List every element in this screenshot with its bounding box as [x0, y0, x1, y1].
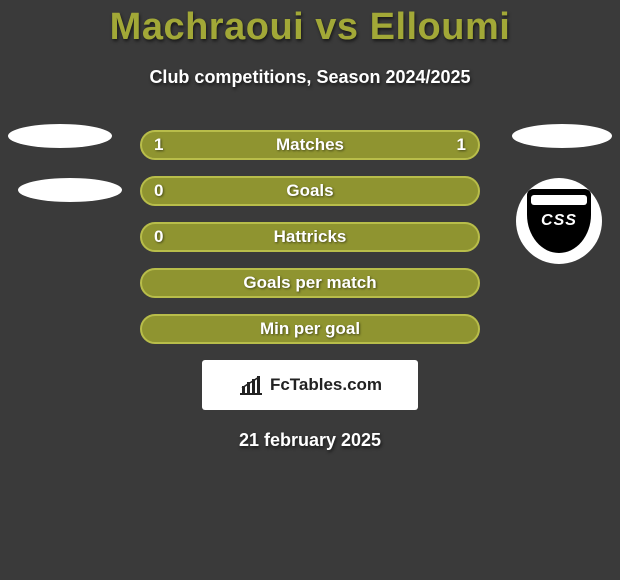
subtitle: Club competitions, Season 2024/2025	[0, 67, 620, 88]
stat-label: Goals per match	[243, 273, 376, 293]
stat-label: Matches	[276, 135, 344, 155]
stat-row-goals-per-match: Goals per match	[140, 268, 480, 298]
stat-left-value: 0	[154, 181, 163, 201]
stat-label: Hattricks	[274, 227, 347, 247]
right-club-logo: CSS	[516, 178, 602, 264]
stat-label: Goals	[286, 181, 333, 201]
club-badge-band	[531, 195, 587, 205]
page-title: Machraoui vs Elloumi	[0, 0, 620, 49]
stat-left-value: 1	[154, 135, 163, 155]
club-badge-text: CSS	[541, 212, 577, 230]
bar-chart-icon	[238, 374, 264, 396]
stat-row-min-per-goal: Min per goal	[140, 314, 480, 344]
branding-badge: FcTables.com	[202, 360, 418, 410]
branding-text: FcTables.com	[270, 375, 382, 395]
right-club-ellipse	[512, 124, 612, 148]
stat-row-goals: 0 Goals	[140, 176, 480, 206]
stat-row-hattricks: 0 Hattricks	[140, 222, 480, 252]
club-badge: CSS	[527, 189, 591, 253]
left-club-ellipse-1	[8, 124, 112, 148]
stat-left-value: 0	[154, 227, 163, 247]
stat-row-matches: 1 Matches 1	[140, 130, 480, 160]
stat-label: Min per goal	[260, 319, 360, 339]
date-label: 21 february 2025	[0, 430, 620, 451]
left-club-ellipse-2	[18, 178, 122, 202]
stat-right-value: 1	[457, 135, 466, 155]
